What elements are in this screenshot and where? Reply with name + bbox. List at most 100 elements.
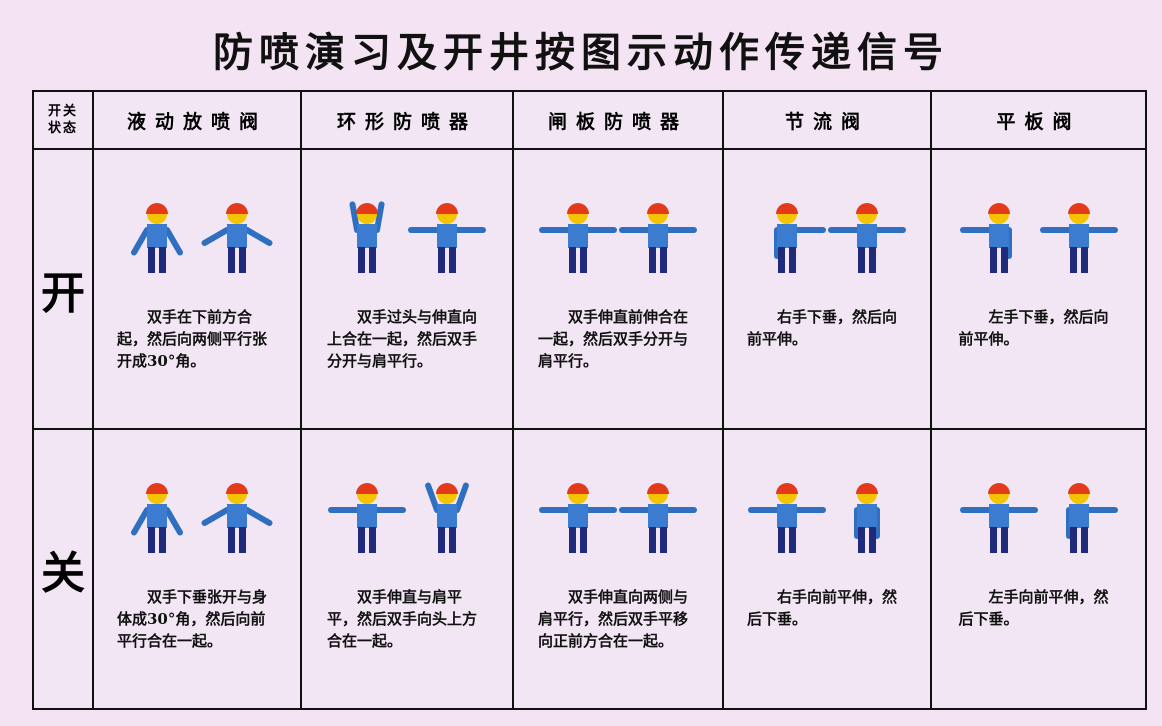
- leg: [1069, 247, 1077, 273]
- leg: [228, 527, 235, 553]
- body: [227, 504, 247, 528]
- figure: [774, 203, 826, 273]
- body: [437, 224, 457, 248]
- leg: [778, 527, 785, 553]
- leg: [449, 247, 456, 273]
- leg: [660, 527, 667, 553]
- arm: [164, 227, 183, 256]
- leg: [649, 527, 656, 553]
- state-label: 关: [32, 428, 94, 710]
- figure: [539, 203, 617, 273]
- column-header: 液动放喷阀: [92, 90, 302, 150]
- table-cell: 双手伸直向两侧与肩平行，然后双手平移向正前方合在一起。: [512, 428, 724, 710]
- arm: [374, 201, 385, 233]
- body: [857, 504, 877, 528]
- leg: [159, 527, 166, 553]
- helmet: [146, 483, 168, 494]
- corner-label: 状态: [47, 121, 78, 136]
- state-label: 开: [32, 148, 94, 430]
- figures: [748, 483, 880, 553]
- figures: [131, 203, 273, 273]
- table-cell: 双手下垂张开与身体成30°角，然后向前平行合在一起。: [92, 428, 302, 710]
- figure: [131, 483, 183, 553]
- body: [988, 504, 1009, 528]
- figure: [425, 482, 469, 553]
- figure: [854, 483, 880, 553]
- leg: [869, 247, 876, 273]
- table-cell: 双手在下前方合起，然后向两侧平行张开成30°角。: [92, 148, 302, 430]
- arm: [164, 507, 183, 536]
- figure: [201, 483, 273, 553]
- description: 双手伸直向两侧与肩平行，然后双手平移向正前方合在一起。: [538, 588, 689, 650]
- helmet: [647, 203, 669, 214]
- leg: [580, 527, 587, 553]
- body: [1068, 504, 1089, 528]
- figure: [619, 483, 697, 553]
- table-row: 关双手下垂张开与身体成30°角，然后向前平行合在一起。 双手伸直与肩平平，然后双手…: [32, 428, 1147, 710]
- signal-table: 开关 状态 液动放喷阀 环形防喷器 闸板防喷器 节流阀 平板阀 开双手在下前方合起，然后向…: [32, 90, 1147, 710]
- leg: [858, 527, 865, 553]
- figure: [408, 203, 486, 273]
- description: 双手过头与伸直向上合在一起，然后双手分开与肩平行。: [327, 308, 478, 370]
- arm: [425, 482, 440, 513]
- leg: [358, 247, 365, 273]
- body: [857, 224, 877, 248]
- helmet: [226, 203, 248, 214]
- table-cell: 双手伸直与肩平平，然后双手向头上方合在一起。: [300, 428, 514, 710]
- leg: [438, 527, 445, 553]
- body: [357, 224, 377, 248]
- body: [1068, 224, 1089, 248]
- helmet: [436, 203, 458, 214]
- leg: [989, 527, 997, 553]
- figures: [328, 482, 469, 553]
- helmet: [1067, 483, 1090, 494]
- corner-cell: 开关 状态: [32, 90, 94, 150]
- body: [777, 224, 797, 248]
- figures: [131, 483, 273, 553]
- leg: [438, 247, 445, 273]
- leg: [789, 527, 796, 553]
- table-cell: 双手伸直前伸合在一起，然后双手分开与肩平行。: [512, 148, 724, 430]
- helmet: [567, 203, 589, 214]
- figure: [619, 203, 697, 273]
- figures: [774, 203, 906, 273]
- description: 双手下垂张开与身体成30°角，然后向前平行合在一起。: [117, 588, 268, 650]
- column-header: 闸板防喷器: [512, 90, 724, 150]
- figures: [539, 203, 697, 273]
- arm: [454, 482, 469, 513]
- figure: [748, 483, 826, 553]
- helmet: [356, 483, 378, 494]
- leg: [449, 527, 456, 553]
- table-cell: 左手下垂，然后向前平伸。: [930, 148, 1147, 430]
- body: [227, 224, 247, 248]
- arm: [244, 227, 273, 246]
- header-row: 开关 状态 液动放喷阀 环形防喷器 闸板防喷器 节流阀 平板阀: [32, 90, 1147, 150]
- leg: [148, 527, 155, 553]
- helmet: [776, 483, 798, 494]
- body: [777, 504, 797, 528]
- leg: [148, 247, 155, 273]
- leg: [358, 527, 365, 553]
- body: [648, 224, 668, 248]
- arm: [201, 227, 230, 246]
- table-cell: 右手向前平伸，然后下垂。: [722, 428, 932, 710]
- corner-label: 开关: [47, 104, 78, 119]
- arm: [349, 201, 360, 233]
- leg: [1000, 527, 1008, 553]
- body: [648, 504, 668, 528]
- leg: [789, 247, 796, 273]
- helmet: [647, 483, 669, 494]
- figure: [1039, 203, 1118, 273]
- helmet: [356, 203, 378, 214]
- leg: [778, 247, 785, 273]
- leg: [569, 247, 576, 273]
- body: [147, 224, 167, 248]
- description: 右手下垂，然后向前平伸。: [747, 308, 898, 348]
- leg: [1080, 247, 1088, 273]
- leg: [1000, 247, 1008, 273]
- description: 双手伸直与肩平平，然后双手向头上方合在一起。: [327, 588, 478, 650]
- leg: [239, 247, 246, 273]
- helmet: [856, 483, 878, 494]
- helmet: [146, 203, 168, 214]
